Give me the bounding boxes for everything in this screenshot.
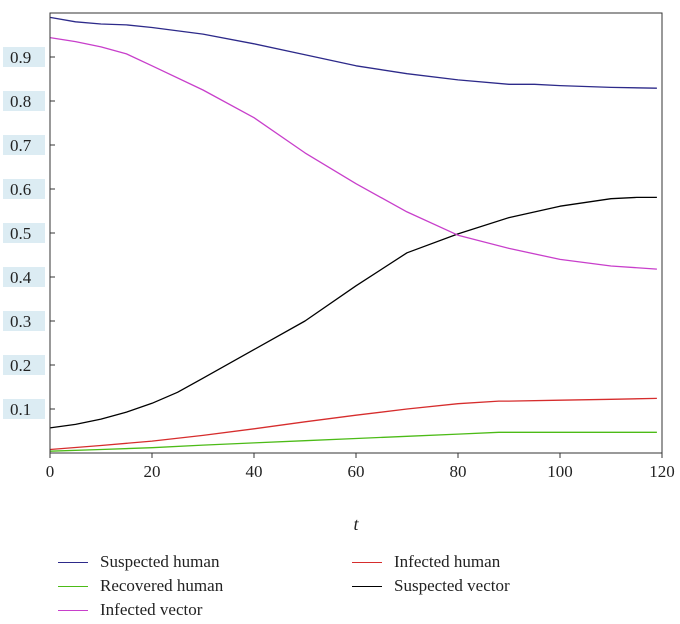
legend-item-suspected-vector: Suspected vector: [352, 574, 510, 598]
legend-swatch: [58, 609, 88, 611]
legend-label: Infected vector: [100, 600, 203, 619]
series-line-suspected-vector: [49, 196, 657, 429]
series-line-infected-human: [49, 397, 657, 451]
y-tick-label-bg: [3, 267, 45, 287]
x-tick-label: 60: [348, 462, 365, 481]
y-tick-label-bg: [3, 47, 45, 67]
legend-item-infected-vector: Infected vector: [58, 598, 202, 622]
plot-frame: [49, 12, 663, 454]
legend-swatch: [352, 561, 382, 563]
x-axis-title: t: [353, 514, 359, 534]
x-tick-label: 100: [547, 462, 573, 481]
legend-label: Recovered human: [100, 576, 224, 595]
y-tick-label-bg: [3, 355, 45, 375]
x-tick-label: 40: [246, 462, 263, 481]
series-line-recovered-human: [49, 431, 657, 452]
legend-item-suspected-human: Suspected human: [58, 550, 219, 574]
y-tick-label: 0.2: [10, 356, 31, 375]
y-tick-label-bg: [3, 91, 45, 111]
y-tick-label: 0.7: [10, 136, 32, 155]
x-tick-label: 120: [649, 462, 675, 481]
y-tick-label-bg: [3, 135, 45, 155]
y-tick-label: 0.4: [10, 268, 32, 287]
legend-item-recovered-human: Recovered human: [58, 574, 223, 598]
y-tick-label-bg: [3, 179, 45, 199]
y-tick-label: 0.8: [10, 92, 31, 111]
legend-swatch: [58, 561, 88, 563]
legend-label: Suspected vector: [394, 576, 510, 595]
y-tick-label: 0.6: [10, 180, 31, 199]
series-line-suspected-human: [49, 16, 657, 89]
legend-swatch: [352, 585, 382, 587]
series-line-infected-vector: [49, 36, 657, 270]
x-tick-label: 80: [450, 462, 467, 481]
y-tick-label-bg: [3, 399, 45, 419]
x-tick-label: 0: [46, 462, 55, 481]
y-tick-label: 0.5: [10, 224, 31, 243]
legend-label: Suspected human: [100, 552, 220, 571]
legend-swatch: [58, 585, 88, 587]
x-tick-label: 20: [144, 462, 161, 481]
y-tick-label: 0.3: [10, 312, 31, 331]
y-tick-label: 0.1: [10, 400, 31, 419]
line-chart: 0 20 40 60 80 100 120 0.1 0.2 0.3 0.4 0.5 0.6 0.7 0.8 0…: [3, 12, 675, 534]
y-tick-label-bg: [3, 223, 45, 243]
y-tick-label-bg: [3, 311, 45, 331]
legend-label: Infected human: [394, 552, 501, 571]
legend-item-infected-human: Infected human: [352, 550, 500, 574]
y-tick-label: 0.9: [10, 48, 31, 67]
